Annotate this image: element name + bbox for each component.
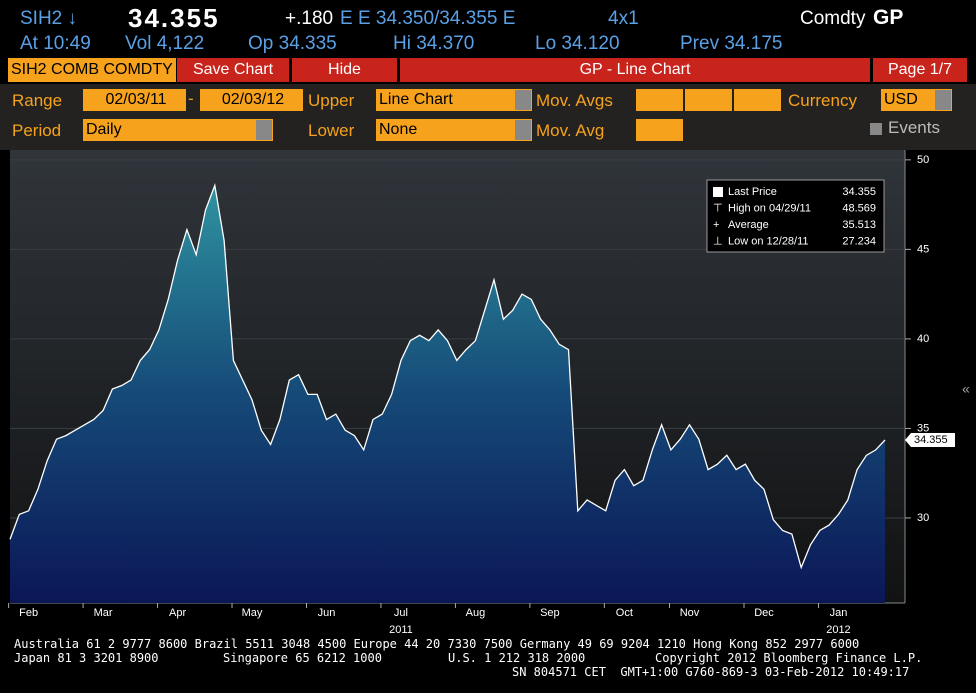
- ma-field[interactable]: [636, 89, 683, 111]
- label: Mov. Avg: [536, 121, 604, 141]
- label: -: [188, 89, 194, 109]
- change: +.180: [285, 8, 333, 30]
- footer-line: Australia 61 2 9777 8600 Brazil 5511 304…: [14, 637, 859, 651]
- low: Lo 34.120: [535, 33, 620, 55]
- year-label: 2011: [389, 624, 413, 635]
- high: Hi 34.370: [393, 33, 474, 55]
- legend-label: Low on 12/28/11: [728, 235, 809, 247]
- label: Events: [888, 118, 940, 138]
- year-label: 2012: [826, 624, 850, 635]
- legend-value: 34.355: [842, 186, 876, 198]
- footer-line: Japan 81 3 3201 8900: [14, 651, 159, 665]
- ma-field[interactable]: [636, 119, 683, 141]
- size: 4x1: [608, 8, 639, 30]
- x-tick-label: May: [242, 607, 263, 619]
- x-tick-label: Oct: [616, 607, 633, 619]
- footer-line: Copyright 2012 Bloomberg Finance L.P.: [655, 651, 922, 665]
- quote: E E 34.350/34.355 E: [340, 8, 515, 30]
- x-tick-label: Mar: [94, 607, 113, 619]
- label: Period: [12, 121, 61, 141]
- legend-icon: +: [713, 219, 719, 231]
- y-tick-label: 30: [917, 512, 929, 524]
- save-button[interactable]: Save Chart: [177, 58, 289, 82]
- footer-line: U.S. 1 212 318 2000: [448, 651, 585, 665]
- legend-value: 35.513: [842, 219, 876, 231]
- x-tick-label: Apr: [169, 607, 186, 619]
- value: None: [379, 121, 417, 138]
- page-indicator[interactable]: Page 1/7: [873, 58, 967, 82]
- legend-icon: ⊥: [713, 235, 723, 247]
- function: GP: [873, 6, 903, 30]
- label: Mov. Avgs: [536, 91, 613, 111]
- y-tick-label: 35: [917, 422, 929, 434]
- time: At 10:49: [20, 33, 91, 55]
- ma-field[interactable]: [734, 89, 781, 111]
- volume: Vol 4,122: [125, 33, 204, 55]
- start-date[interactable]: 02/03/11: [83, 89, 186, 111]
- x-tick-label: Aug: [466, 607, 486, 619]
- legend: Last Price 34.355 ⊤ High on 04/29/11 48.569 +…: [707, 180, 884, 252]
- checkbox[interactable]: [870, 123, 882, 135]
- footer-line: Singapore 65 6212 1000: [223, 651, 382, 665]
- collapse-icon[interactable]: «: [962, 381, 970, 397]
- security[interactable]: SIH2 COMB COMDTY: [8, 58, 176, 82]
- lower-select[interactable]: None: [376, 119, 532, 141]
- label: Range: [12, 91, 62, 111]
- upper-select[interactable]: Line Chart: [376, 89, 532, 111]
- view-title: GP - Line Chart: [400, 58, 870, 82]
- legend-value: 27.234: [842, 235, 876, 247]
- price: 34.355: [128, 3, 220, 34]
- end-date[interactable]: 02/03/12: [200, 89, 303, 111]
- section: Comdty: [800, 8, 865, 30]
- value: USD: [884, 91, 918, 108]
- chart: « 30 35 40 45 50 Feb Mar Apr May Jun Jul Aug Sep Oct N…: [0, 150, 976, 635]
- x-tick-label: Jul: [394, 607, 408, 619]
- y-tick-label: 40: [917, 333, 929, 345]
- label: Lower: [308, 121, 354, 141]
- legend-label: High on 04/29/11: [728, 202, 811, 214]
- x-tick-label: Jun: [318, 607, 336, 619]
- label: Upper: [308, 91, 354, 111]
- x-tick-label: Nov: [680, 607, 700, 619]
- x-tick-label: Jan: [830, 607, 848, 619]
- legend-value: 48.569: [842, 202, 876, 214]
- x-tick-label: Sep: [540, 607, 560, 619]
- legend-label: Average: [728, 219, 769, 231]
- value: Daily: [86, 121, 122, 138]
- currency-select[interactable]: USD: [881, 89, 952, 111]
- price-tag-label: 34.355: [914, 434, 948, 446]
- x-tick-label: Dec: [754, 607, 774, 619]
- value: Line Chart: [379, 91, 453, 108]
- footer-line: SN 804571 CET GMT+1:00 G760-869-3 03-Feb…: [512, 665, 909, 679]
- y-tick-label: 50: [917, 154, 929, 166]
- label: Currency: [788, 91, 857, 111]
- ticker: SIH2 ↓: [20, 8, 77, 30]
- legend-label: Last Price: [728, 186, 777, 198]
- y-tick-label: 45: [917, 243, 929, 255]
- ma-field[interactable]: [685, 89, 732, 111]
- hide-button[interactable]: Hide: [292, 58, 397, 82]
- x-tick-label: Feb: [19, 607, 38, 619]
- legend-icon: ⊤: [713, 202, 723, 214]
- period-select[interactable]: Daily: [83, 119, 273, 141]
- legend-swatch: [713, 187, 723, 197]
- prev: Prev 34.175: [680, 33, 782, 55]
- open: Op 34.335: [248, 33, 337, 55]
